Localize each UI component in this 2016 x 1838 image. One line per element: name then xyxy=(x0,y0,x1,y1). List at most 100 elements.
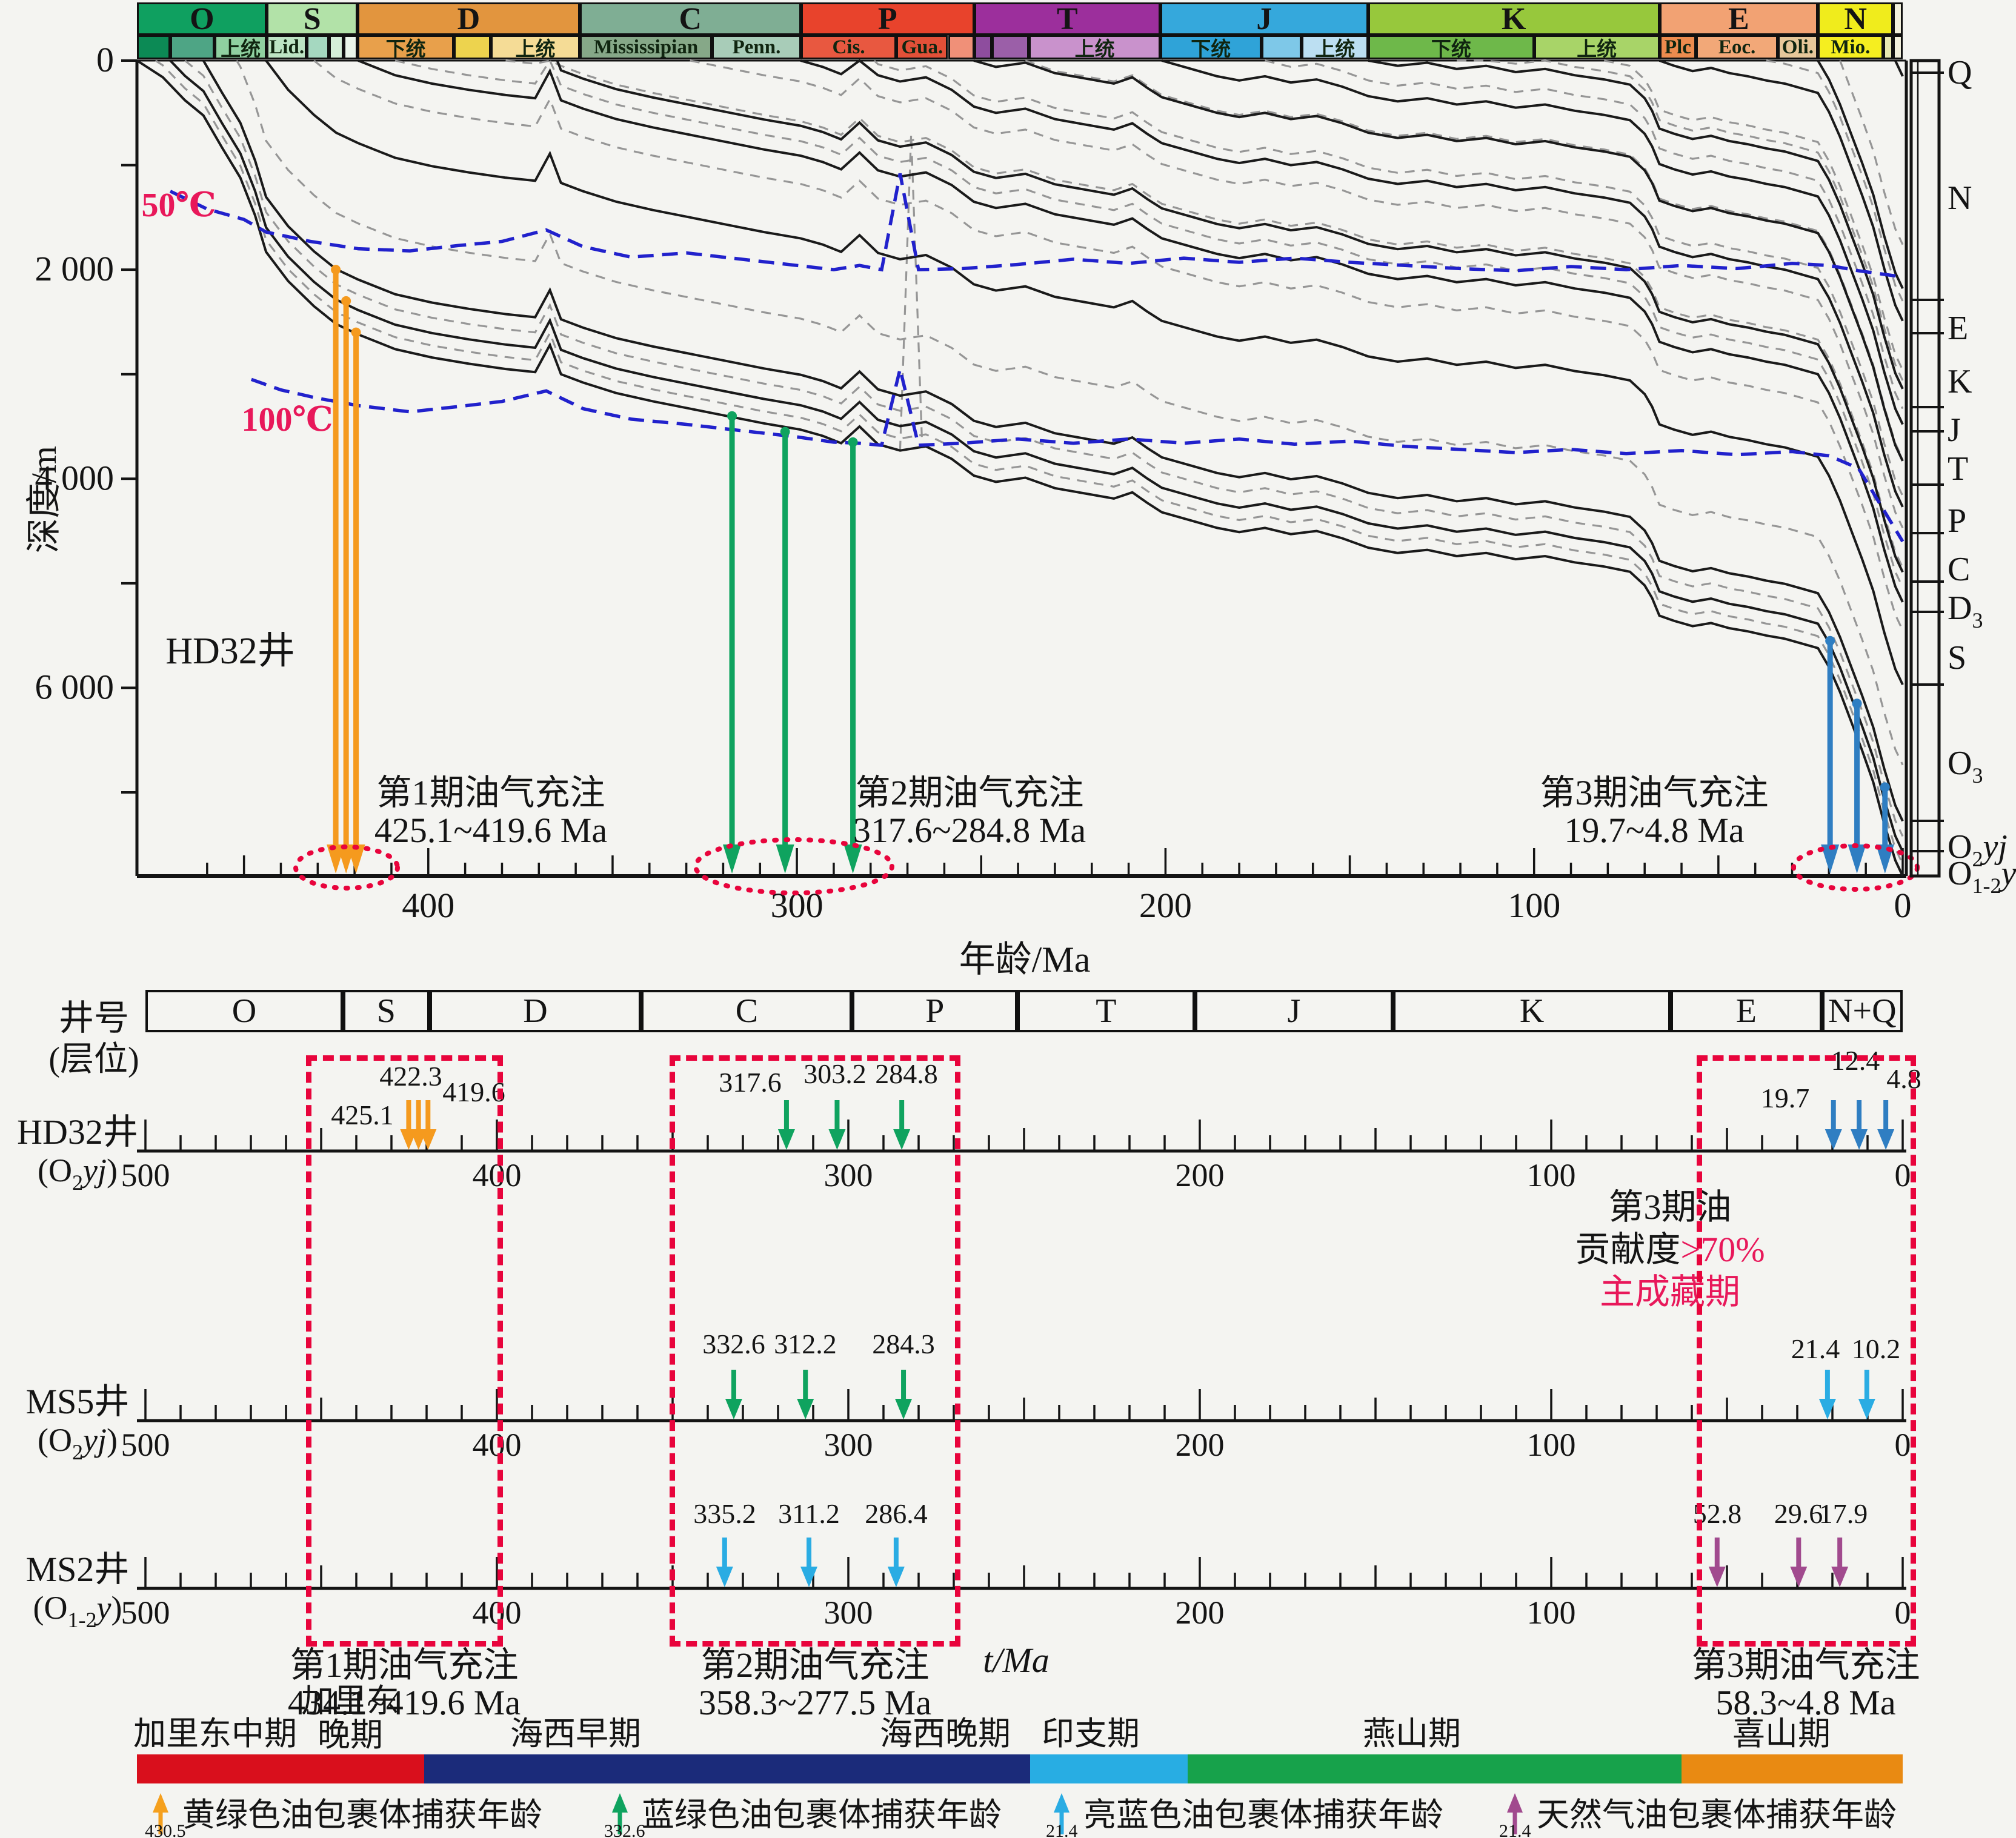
timescale-period-cell: E xyxy=(1659,2,1818,35)
erosion-spike-curve xyxy=(899,133,923,451)
timeline-well-name: MS5井 xyxy=(26,1382,130,1421)
timescale-period-cell-label: T xyxy=(1056,2,1078,35)
timescale-epoch-cell-label: Oli. xyxy=(1781,36,1814,58)
legend-item-label: 亮蓝色油包裹体捕获年龄 xyxy=(1083,1797,1443,1833)
timescale-epoch-cell xyxy=(992,35,1030,59)
age-arrow-head xyxy=(419,1129,437,1150)
legend-item-number: 430.5 xyxy=(145,1821,186,1838)
timeline-header-cell: N+Q xyxy=(1821,990,1903,1032)
timescale-epoch-cell-label: 上统 xyxy=(1315,39,1356,59)
timeline-tick-label: 300 xyxy=(824,1427,873,1463)
strat-unit-label: J xyxy=(1948,411,1961,449)
timeline-header-cell: K xyxy=(1393,990,1671,1032)
timeline-header-cell: C xyxy=(641,990,853,1032)
depth-tick-label: 6 000 xyxy=(35,667,115,706)
timescale-epoch-cell-label: 上统 xyxy=(1577,39,1617,59)
timescale-period-cell: K xyxy=(1368,2,1660,35)
age-arrow-head xyxy=(725,1399,742,1419)
depth-axis-title: 深度/m xyxy=(24,446,64,554)
timescale-epoch-cell-label: 下统 xyxy=(385,39,426,59)
age-arrow-head xyxy=(1858,1399,1875,1419)
charge-phase-box xyxy=(670,1055,960,1647)
age-arrow-head xyxy=(1877,1129,1895,1150)
intra-layer-dashed-curve xyxy=(313,59,1904,631)
tectonic-phase-name: 海西晚期 xyxy=(880,1716,1011,1752)
timescale-epoch-cell: Penn. xyxy=(712,35,801,59)
timescale-epoch-cell: 上统 xyxy=(214,35,267,59)
timescale-period-cell: O xyxy=(137,2,267,35)
charge-event-ellipse xyxy=(293,844,400,891)
timeline-tick-label: 100 xyxy=(1527,1427,1576,1463)
timeline-tick-label: 100 xyxy=(1527,1594,1576,1631)
burial-curve xyxy=(1161,59,1904,425)
well-label: HD32井 xyxy=(165,631,295,672)
bottom-annotation-line2: 58.3~4.8 Ma xyxy=(1715,1683,1895,1722)
timeline-header-cell: J xyxy=(1194,990,1393,1032)
intra-layer-dashed-curve xyxy=(394,58,1904,588)
age-tick-label: 200 xyxy=(1139,886,1192,925)
timescale-epoch-cell: Cis. xyxy=(800,35,897,59)
age-tick-label: 0 xyxy=(1894,886,1912,925)
charge-arrow-head xyxy=(776,844,794,874)
timeline-header-cell: D xyxy=(429,990,642,1032)
intra-layer-dashed-curve xyxy=(1025,59,1904,460)
timescale-epoch-cell-label: 上统 xyxy=(515,39,556,59)
timeline-tick-label: 200 xyxy=(1176,1427,1225,1463)
timescale-epoch-cell: Gua. xyxy=(896,35,948,59)
timeline-header-cell: O xyxy=(145,990,343,1032)
bottom-annotation-line2: 434.1~419.6 Ma xyxy=(288,1683,521,1722)
tectonic-phase-name: 加里东中期 xyxy=(133,1716,297,1752)
tectonic-phase-name: 燕山期 xyxy=(1363,1716,1461,1752)
age-arrow-head xyxy=(895,1399,913,1419)
timescale-period-cell xyxy=(1893,2,1903,35)
intra-layer-dashed-curve xyxy=(155,59,1904,864)
timeline-tick-label: 400 xyxy=(473,1427,522,1463)
isotherm-50-label: 50℃ xyxy=(141,187,216,224)
age-arrow-label: 21.4 xyxy=(1791,1333,1840,1364)
timescale-epoch-cell: 上统 xyxy=(1534,35,1660,59)
age-arrow-label: 284.8 xyxy=(875,1058,938,1089)
depth-tick-label: 4 000 xyxy=(35,458,115,497)
timescale-period-cell-label: P xyxy=(877,2,897,35)
t-axis-title: t/Ma xyxy=(983,1641,1050,1680)
burial-curve xyxy=(800,59,1904,508)
charge-event-ellipse xyxy=(693,837,894,895)
age-arrow-label: 311.2 xyxy=(778,1498,840,1529)
isotherm-curve xyxy=(169,173,1903,279)
timescale-epoch-cell-label: Mio. xyxy=(1831,36,1871,58)
timescale-epoch-cell: 上统 xyxy=(1302,35,1368,59)
timescale-period-cell: J xyxy=(1160,2,1368,35)
timeline-tick-label: 0 xyxy=(1895,1157,1911,1193)
timescale-epoch-cell-label: Plc xyxy=(1664,36,1691,58)
age-arrow-head xyxy=(797,1399,814,1419)
timescale-epoch-cell-label: Lid. xyxy=(269,36,305,58)
age-arrow-label: 17.9 xyxy=(1819,1498,1868,1529)
corner-label-line1: 井号 xyxy=(58,998,129,1038)
charge-annotation-line1: 第2期油气充注 xyxy=(855,773,1083,812)
timescale-epoch-cell: Mississipian xyxy=(579,35,713,59)
burial-curve xyxy=(1658,59,1904,322)
timescale-period-cell: S xyxy=(267,2,358,35)
intra-layer-dashed-curve xyxy=(1839,60,1904,245)
strat-unit-label: E xyxy=(1948,310,1968,347)
legend-arrow-head xyxy=(1054,1793,1070,1813)
charge-annotation-line1: 第1期油气充注 xyxy=(376,773,605,812)
intra-layer-dashed-curve xyxy=(873,59,1904,497)
timescale-period-cell: D xyxy=(358,2,580,35)
isotherm-100-label: 100℃ xyxy=(241,401,333,439)
timescale-epoch-cell: 下统 xyxy=(358,35,454,59)
intra-layer-dashed-curve xyxy=(505,59,1904,568)
bottom-annotation-line1: 第2期油气充注 xyxy=(700,1645,929,1685)
legend-item-number: 332.6 xyxy=(604,1821,645,1838)
timeline-tick-label: 400 xyxy=(473,1157,522,1193)
tectonic-phase-name: 加里东 xyxy=(301,1683,399,1719)
tectonic-phase-bar-segment xyxy=(137,1754,424,1783)
charge-annotation-line2: 19.7~4.8 Ma xyxy=(1564,811,1744,850)
age-arrow-head xyxy=(1831,1567,1849,1587)
charge-annotation-line2: 317.6~284.8 Ma xyxy=(853,811,1086,850)
tectonic-phase-bar-segment xyxy=(1188,1754,1682,1783)
age-arrow-label: 10.2 xyxy=(1852,1333,1901,1364)
timescale-epoch-cell-label: Cis. xyxy=(832,36,865,58)
age-arrow-head xyxy=(800,1567,818,1587)
timescale-epoch-cell-label: 下统 xyxy=(1431,39,1471,59)
